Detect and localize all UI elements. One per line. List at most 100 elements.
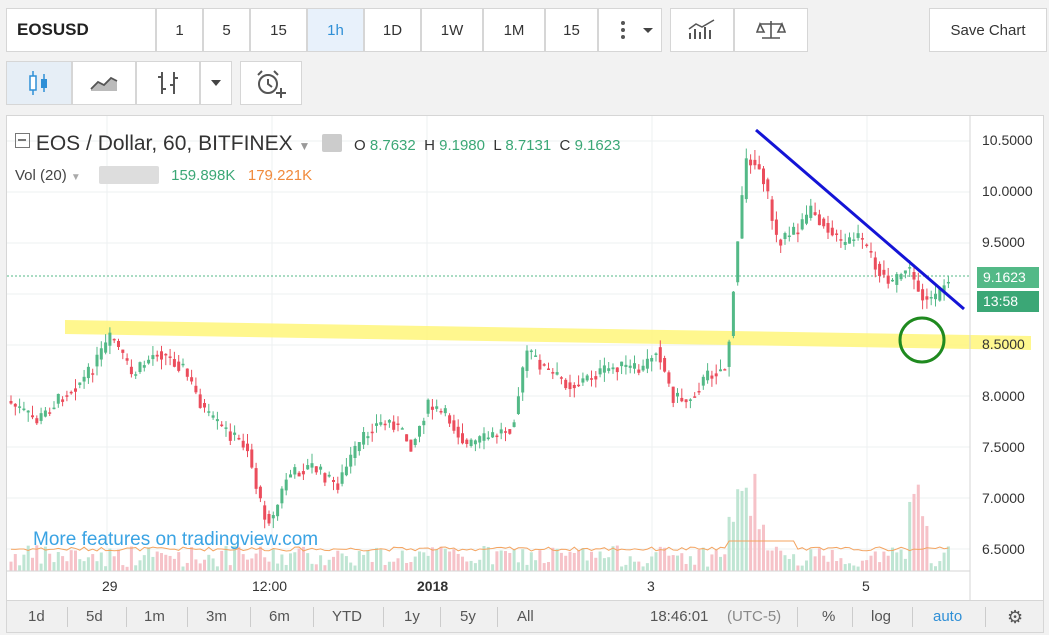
volume-bar xyxy=(35,545,39,571)
volume-bar xyxy=(112,556,116,571)
volume-bar xyxy=(448,551,452,571)
candle-body xyxy=(529,350,533,353)
volume-bar xyxy=(129,546,133,571)
volume-menu-chevron-icon[interactable]: ▼ xyxy=(70,172,81,183)
volume-bar xyxy=(611,546,615,571)
highlight-circle[interactable] xyxy=(898,316,946,364)
indicator-controls-icon[interactable] xyxy=(98,166,159,184)
range-1d-button[interactable]: 1d xyxy=(28,608,45,625)
timezone-button[interactable]: (UTC-5) xyxy=(727,608,782,625)
range-1y-button[interactable]: 1y xyxy=(404,608,420,625)
volume-bar xyxy=(852,565,856,571)
candles-style-button[interactable] xyxy=(6,61,72,105)
candle-body xyxy=(289,474,292,478)
volume-bar xyxy=(878,562,882,571)
candle-body xyxy=(396,423,400,425)
candle-body xyxy=(882,269,886,275)
candle-body xyxy=(542,364,546,366)
interval-more-dropdown[interactable] xyxy=(598,8,662,52)
volume-bar xyxy=(925,525,929,571)
area-style-button[interactable] xyxy=(72,61,136,105)
interval-1w-button[interactable]: 1W xyxy=(421,8,483,52)
symbol-search-input[interactable]: EOSUSD xyxy=(6,8,156,52)
candle-body xyxy=(78,382,82,385)
more-dropdown-icon xyxy=(621,21,653,39)
volume-bar xyxy=(667,555,671,571)
range-6m-button[interactable]: 6m xyxy=(269,608,290,625)
chart-area[interactable]: EOS / Dollar, 60, BITFINEX ▼ O 8.7632 H … xyxy=(6,115,1044,601)
candle-body xyxy=(310,463,314,468)
interval-1h-button[interactable]: 1h xyxy=(307,8,364,52)
downtrend-line[interactable] xyxy=(755,128,965,311)
volume-bar xyxy=(547,561,550,571)
volume-bar xyxy=(99,552,103,571)
gear-icon[interactable]: ⚙ xyxy=(1007,607,1024,627)
save-chart-button[interactable]: Save Chart xyxy=(929,8,1047,52)
candle-body xyxy=(164,353,168,356)
range-5y-button[interactable]: 5y xyxy=(460,608,476,625)
volume-bar xyxy=(86,557,90,571)
volume-bar xyxy=(349,562,353,571)
interval-1d-button[interactable]: 1D xyxy=(364,8,421,52)
volume-bar xyxy=(744,487,748,571)
interval-1m-button[interactable]: 1 xyxy=(156,8,203,52)
price-chart-canvas[interactable] xyxy=(7,116,1044,601)
watermark-link[interactable]: More features on tradingview.com xyxy=(33,529,319,550)
bars-style-button[interactable] xyxy=(136,61,200,105)
candle-body xyxy=(762,168,765,185)
candle-body xyxy=(946,281,950,284)
auto-scale-toggle[interactable]: auto xyxy=(933,608,963,625)
candle-body xyxy=(263,505,267,520)
candle-body xyxy=(224,427,228,429)
candle-body xyxy=(314,466,318,473)
interval-1mo-button[interactable]: 1M xyxy=(483,8,545,52)
volume-bar xyxy=(486,546,490,571)
candle-body xyxy=(332,480,335,482)
range-3m-button[interactable]: 3m xyxy=(206,608,227,625)
support-zone-highlight[interactable] xyxy=(65,320,1031,350)
log-scale-toggle[interactable]: log xyxy=(871,608,892,625)
volume-bar xyxy=(383,564,387,571)
candle-body xyxy=(271,515,275,519)
volume-bar xyxy=(194,559,198,571)
range-ytd-button[interactable]: YTD xyxy=(332,608,362,625)
interval-5m-button[interactable]: 5 xyxy=(203,8,250,52)
indicators-button[interactable] xyxy=(670,8,734,52)
candle-body xyxy=(577,384,581,387)
interval-15-button[interactable]: 15 xyxy=(545,8,598,52)
compare-button[interactable] xyxy=(734,8,808,52)
candle-body xyxy=(323,473,327,483)
price-tick: 7.5000 xyxy=(982,439,1025,455)
chart-style-dropdown[interactable] xyxy=(200,61,232,105)
price-tick: 10.0000 xyxy=(982,183,1033,199)
percent-scale-toggle[interactable]: % xyxy=(822,608,836,625)
volume-bar xyxy=(762,524,765,571)
candle-body xyxy=(387,419,391,423)
volume-indicator-label[interactable]: Vol (20) xyxy=(15,167,67,184)
volume-bar xyxy=(559,552,563,571)
candle-body xyxy=(448,415,452,424)
candle-body xyxy=(916,280,920,292)
range-all-button[interactable]: All xyxy=(517,608,534,625)
volume-ma-value: 179.221K xyxy=(247,167,313,184)
add-alert-button[interactable] xyxy=(240,61,302,105)
series-menu-chevron-icon[interactable]: ▼ xyxy=(298,139,311,153)
volume-bar xyxy=(95,561,99,571)
candle-body xyxy=(555,372,559,375)
interval-15m-button[interactable]: 15 xyxy=(250,8,307,52)
candle-body xyxy=(559,377,563,379)
candle-body xyxy=(293,467,297,475)
candle-body xyxy=(740,195,744,239)
volume-bar xyxy=(56,552,60,571)
range-1m-button[interactable]: 1m xyxy=(144,608,165,625)
volume-bar xyxy=(233,545,237,571)
candle-body xyxy=(835,233,839,235)
volume-bar xyxy=(48,553,52,571)
volume-bar xyxy=(301,546,305,571)
range-5d-button[interactable]: 5d xyxy=(86,608,103,625)
collapse-legend-icon[interactable] xyxy=(15,133,30,148)
candle-body xyxy=(628,365,632,368)
volume-bar xyxy=(91,554,95,571)
eye-icon[interactable] xyxy=(322,134,343,152)
candle-body xyxy=(228,431,232,441)
